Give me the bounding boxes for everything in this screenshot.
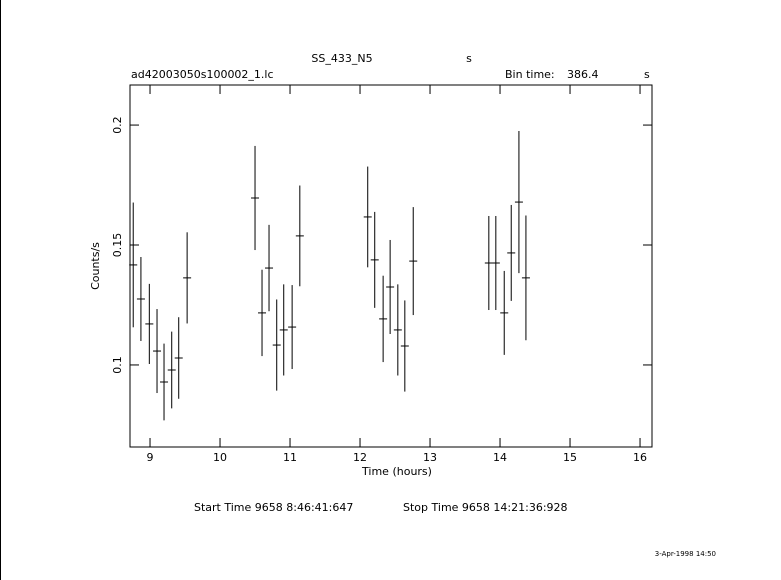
- stop-time: Stop Time 9658 14:21:36:928: [403, 501, 568, 514]
- x-tick-label: 16: [633, 451, 647, 464]
- bin-time-label: Bin time:: [505, 68, 555, 81]
- bin-time-unit: s: [644, 68, 650, 81]
- x-tick-label: 14: [493, 451, 507, 464]
- y-tick-label: 0.2: [111, 116, 124, 133]
- title-suffix: s: [466, 52, 472, 65]
- plot-frame: [129, 84, 653, 448]
- y-axis-label: Counts/s: [89, 242, 102, 290]
- x-tick-label: 9: [147, 451, 154, 464]
- x-axis-label: Time (hours): [361, 465, 432, 478]
- x-tick-label: 10: [213, 451, 227, 464]
- x-tick-label: 11: [283, 451, 297, 464]
- file-name: ad42003050s100002_1.lc: [131, 68, 274, 81]
- y-tick-label: 0.15: [111, 233, 124, 258]
- x-tick-label: 12: [353, 451, 367, 464]
- x-tick-label: 15: [563, 451, 577, 464]
- bin-time: 386.4: [567, 68, 599, 81]
- x-tick-label: 13: [423, 451, 437, 464]
- chart-title: SS_433_N5: [311, 52, 372, 65]
- plot-date: 3-Apr-1998 14:50: [655, 550, 716, 558]
- start-time: Start Time 9658 8:46:41:647: [194, 501, 353, 514]
- y-tick-label: 0.1: [111, 356, 124, 374]
